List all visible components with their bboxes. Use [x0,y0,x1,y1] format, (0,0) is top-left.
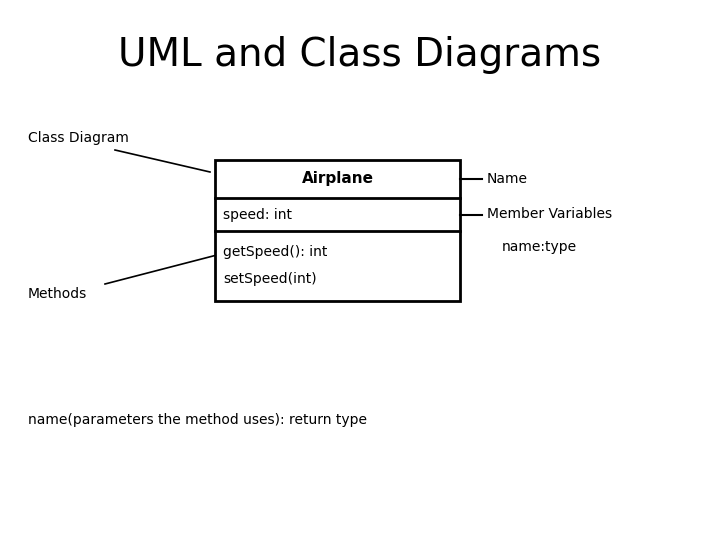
Text: name:type: name:type [502,240,577,253]
Text: Class Diagram: Class Diagram [28,131,129,145]
Bar [215,160,460,301]
Text: speed: int: speed: int [223,207,292,221]
Text: setSpeed(int): setSpeed(int) [223,272,317,286]
Text: getSpeed(): int: getSpeed(): int [223,245,328,259]
Text: Name: Name [487,172,528,186]
Text: Methods: Methods [28,287,87,301]
Text: name(parameters the method uses): return type: name(parameters the method uses): return… [28,413,367,427]
Text: Member Variables: Member Variables [487,207,612,221]
Text: Airplane: Airplane [302,172,374,186]
Text: UML and Class Diagrams: UML and Class Diagrams [118,36,602,74]
